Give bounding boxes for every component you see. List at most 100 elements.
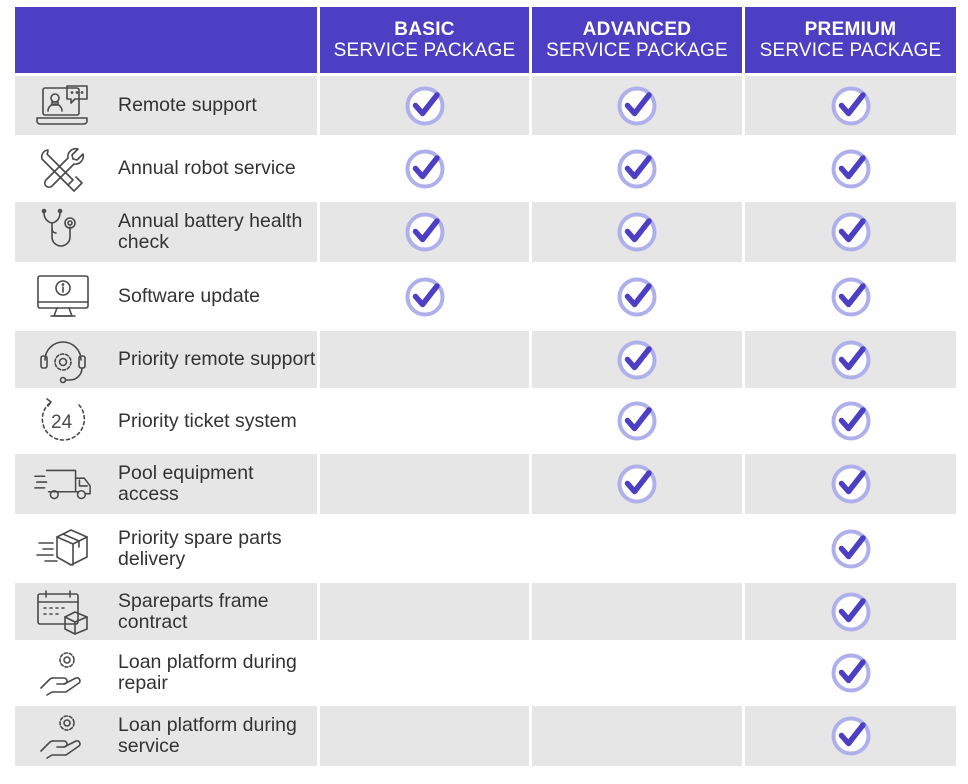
feature-label: Annual robot service	[118, 157, 296, 179]
premium-cell	[745, 331, 956, 388]
advanced-cell	[532, 454, 742, 514]
premium-cell	[745, 454, 956, 514]
advanced-cell	[532, 265, 742, 328]
checkmark-icon	[831, 212, 871, 252]
header-basic: BASIC SERVICE PACKAGE	[320, 7, 529, 73]
table-body: Remote support Annual robot service Annu…	[15, 76, 956, 766]
checkmark-icon	[405, 149, 445, 189]
hand-gear-icon	[33, 648, 93, 698]
package-subtitle: SERVICE PACKAGE	[759, 40, 942, 61]
checkmark-icon	[617, 340, 657, 380]
checkmark-icon	[831, 340, 871, 380]
monitor-info-icon	[33, 272, 93, 322]
table-row: Priority remote support	[15, 331, 956, 388]
basic-cell	[320, 391, 529, 451]
premium-cell	[745, 517, 956, 580]
svg-text:24: 24	[51, 412, 73, 433]
service-package-table: BASIC SERVICE PACKAGE ADVANCED SERVICE P…	[15, 7, 956, 769]
checkmark-icon	[617, 212, 657, 252]
table-row: Remote support	[15, 76, 956, 135]
checkmark-icon	[831, 401, 871, 441]
clock-24-icon: 24	[33, 396, 93, 446]
package-subtitle: SERVICE PACKAGE	[333, 40, 516, 61]
checkmark-icon	[831, 86, 871, 126]
table-row: Software update	[15, 265, 956, 328]
tools-icon	[33, 144, 93, 194]
premium-cell	[745, 583, 956, 640]
table-row: Priority spare parts delivery	[15, 517, 956, 580]
basic-cell	[320, 138, 529, 199]
fast-package-icon	[33, 524, 93, 574]
basic-cell	[320, 76, 529, 135]
feature-cell: Remote support	[15, 76, 317, 135]
headset-gear-icon	[33, 335, 93, 385]
delivery-truck-icon	[33, 459, 93, 509]
checkmark-icon	[617, 401, 657, 441]
feature-cell: Priority remote support	[15, 331, 317, 388]
table-row: Loan platform during repair	[15, 643, 956, 703]
advanced-cell	[532, 76, 742, 135]
table-row: Loan platform during service	[15, 706, 956, 766]
calendar-package-icon	[33, 587, 93, 637]
checkmark-icon	[831, 464, 871, 504]
feature-cell: Loan platform during repair	[15, 643, 317, 703]
feature-cell: 24 Priority ticket system	[15, 391, 317, 451]
advanced-cell	[532, 202, 742, 262]
checkmark-icon	[831, 653, 871, 693]
feature-cell: Pool equipment access	[15, 454, 317, 514]
premium-cell	[745, 706, 956, 766]
stethoscope-icon	[33, 207, 93, 257]
feature-label: Remote support	[118, 94, 257, 116]
header-empty-cell	[15, 7, 317, 73]
package-name: ADVANCED	[582, 19, 692, 40]
advanced-cell	[532, 331, 742, 388]
checkmark-icon	[617, 86, 657, 126]
checkmark-icon	[405, 277, 445, 317]
feature-cell: Annual robot service	[15, 138, 317, 199]
table-header-row: BASIC SERVICE PACKAGE ADVANCED SERVICE P…	[15, 7, 956, 73]
advanced-cell	[532, 138, 742, 199]
feature-label: Software update	[118, 285, 261, 307]
package-subtitle: SERVICE PACKAGE	[546, 40, 728, 61]
premium-cell	[745, 265, 956, 328]
basic-cell	[320, 517, 529, 580]
feature-label: Priority spare parts delivery	[118, 526, 282, 570]
advanced-cell	[532, 391, 742, 451]
feature-label: Priority ticket system	[118, 409, 297, 432]
table-row: Annual robot service	[15, 138, 956, 199]
package-name: PREMIUM	[804, 19, 897, 40]
checkmark-icon	[405, 212, 445, 252]
header-premium: PREMIUM SERVICE PACKAGE	[745, 7, 956, 73]
basic-cell	[320, 643, 529, 703]
basic-cell	[320, 583, 529, 640]
checkmark-icon	[831, 592, 871, 632]
feature-label: Priority remote support	[118, 348, 316, 370]
basic-cell	[320, 331, 529, 388]
feature-label: Pool equipment access	[118, 462, 254, 505]
advanced-cell	[532, 583, 742, 640]
premium-cell	[745, 76, 956, 135]
table-row: Annual battery health check	[15, 202, 956, 262]
package-name: BASIC	[394, 19, 455, 40]
basic-cell	[320, 202, 529, 262]
feature-label: Loan platform during service	[118, 714, 297, 757]
feature-label: Loan platform during repair	[118, 651, 297, 694]
advanced-cell	[532, 643, 742, 703]
premium-cell	[745, 202, 956, 262]
advanced-cell	[532, 517, 742, 580]
feature-label: Annual battery health check	[118, 210, 303, 253]
feature-cell: Spareparts frame contract	[15, 583, 317, 640]
premium-cell	[745, 391, 956, 451]
checkmark-icon	[405, 86, 445, 126]
basic-cell	[320, 265, 529, 328]
feature-cell: Software update	[15, 265, 317, 328]
checkmark-icon	[831, 277, 871, 317]
feature-cell: Priority spare parts delivery	[15, 517, 317, 580]
hand-gear-icon	[33, 711, 93, 761]
table-row: Pool equipment access	[15, 454, 956, 514]
feature-cell: Loan platform during service	[15, 706, 317, 766]
checkmark-icon	[831, 716, 871, 756]
table-row: 24 Priority ticket system	[15, 391, 956, 451]
checkmark-icon	[831, 149, 871, 189]
basic-cell	[320, 454, 529, 514]
